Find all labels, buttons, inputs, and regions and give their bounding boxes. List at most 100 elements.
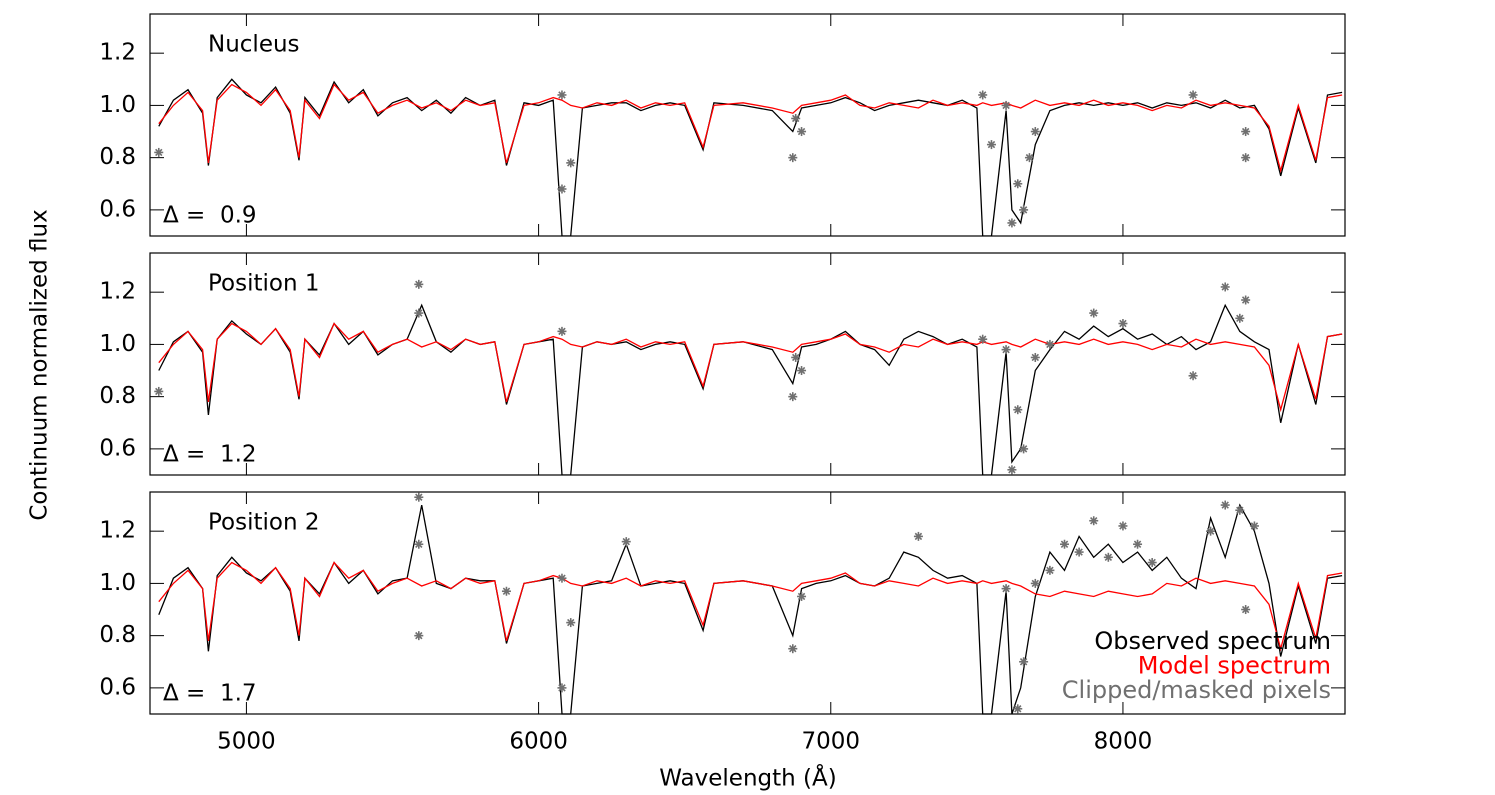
spectrum-line: [158, 303, 1343, 475]
delta-annotation: Δ = 1.2: [163, 442, 257, 468]
clipped-pixel: [501, 586, 511, 596]
clipped-pixel: [1013, 704, 1023, 714]
clipped-pixel: [797, 127, 807, 137]
y-tick-label: 1.2: [99, 40, 136, 66]
clipped-pixel: [1103, 552, 1113, 562]
delta-annotation: Δ = 1.7: [163, 681, 257, 707]
panel-title: Nucleus: [208, 32, 300, 58]
clipped-pixel: [557, 90, 567, 100]
clipped-pixel: [1188, 90, 1198, 100]
clipped-pixel: [1007, 218, 1017, 228]
clipped-pixel: [414, 308, 424, 318]
clipped-pixel: [788, 153, 798, 163]
clipped-pixel: [1235, 505, 1245, 515]
y-tick-label: 1.2: [99, 279, 136, 305]
clipped-pixel: [414, 492, 424, 502]
clipped-pixel: [1060, 539, 1070, 549]
clipped-pixel: [414, 279, 424, 289]
clipped-pixel: [978, 334, 988, 344]
clipped-pixel: [1241, 127, 1251, 137]
clipped-pixel: [1241, 605, 1251, 615]
y-tick-label: 1.0: [99, 92, 136, 118]
y-tick-label: 0.8: [99, 144, 136, 170]
clipped-pixel: [1024, 153, 1034, 163]
clipped-pixel: [1147, 558, 1157, 568]
clipped-pixel: [1074, 547, 1084, 557]
clipped-pixel: [1007, 465, 1017, 475]
y-tick-label: 0.8: [99, 383, 136, 409]
clipped-pixel: [788, 644, 798, 654]
clipped-pixel: [1118, 521, 1128, 531]
clipped-pixel: [986, 140, 996, 150]
clipped-pixel: [797, 366, 807, 376]
legend-entry: Clipped/masked pixels: [1062, 676, 1331, 704]
clipped-pixel: [1249, 521, 1259, 531]
clipped-pixel: [1001, 100, 1011, 110]
clipped-pixel: [1019, 205, 1029, 215]
clipped-pixel: [1030, 352, 1040, 362]
clipped-pixel: [557, 683, 567, 693]
clipped-pixel: [1188, 371, 1198, 381]
x-tick-label: 8000: [1094, 729, 1153, 755]
y-tick-label: 0.6: [99, 435, 136, 461]
panel-frame: [149, 252, 1346, 476]
spectrum-line: [158, 78, 1343, 236]
plot-area: [154, 78, 1343, 236]
clipped-pixel: [1220, 282, 1230, 292]
y-tick-label: 1.0: [99, 331, 136, 357]
clipped-pixel: [788, 392, 798, 402]
clipped-pixel: [1206, 526, 1216, 536]
legend-entry: Model spectrum: [1138, 652, 1331, 680]
clipped-pixel: [1013, 405, 1023, 415]
clipped-pixel: [1001, 345, 1011, 355]
y-axis-label: Continuum normalized flux: [27, 209, 53, 520]
spectrum-line: [158, 322, 1343, 413]
y-tick-label: 0.6: [99, 196, 136, 222]
spectrum-line: [158, 561, 1343, 652]
clipped-pixel: [1030, 578, 1040, 588]
clipped-pixel: [1013, 179, 1023, 189]
delta-annotation: Δ = 0.9: [163, 203, 257, 229]
clipped-pixel: [1089, 516, 1099, 526]
clipped-pixel: [1089, 308, 1099, 318]
clipped-pixel: [1001, 584, 1011, 594]
clipped-pixel: [414, 631, 424, 641]
clipped-pixel: [1118, 319, 1128, 329]
clipped-pixel: [154, 386, 164, 396]
panel-frame: [149, 491, 1346, 715]
plot-area: [154, 279, 1343, 475]
y-tick-label: 1.0: [99, 570, 136, 596]
clipped-pixel: [1241, 295, 1251, 305]
clipped-pixel: [913, 531, 923, 541]
panel-frame: [149, 13, 1346, 237]
clipped-pixel: [566, 618, 576, 628]
clipped-pixel: [1241, 153, 1251, 163]
x-tick-label: 7000: [801, 729, 860, 755]
clipped-pixel: [1045, 339, 1055, 349]
legend-entry: Observed spectrum: [1094, 627, 1331, 655]
y-tick-label: 1.2: [99, 518, 136, 544]
clipped-pixel: [1045, 565, 1055, 575]
panel-title: Position 1: [208, 271, 320, 297]
clipped-pixel: [557, 573, 567, 583]
spectrum-line: [158, 83, 1343, 174]
clipped-pixel: [1235, 313, 1245, 323]
y-tick-label: 0.8: [99, 622, 136, 648]
clipped-pixel: [557, 184, 567, 194]
clipped-pixel: [1019, 657, 1029, 667]
clipped-pixel: [1030, 127, 1040, 137]
clipped-pixel: [791, 352, 801, 362]
clipped-pixel: [797, 591, 807, 601]
panel-title: Position 2: [208, 510, 320, 536]
clipped-pixel: [1019, 444, 1029, 454]
x-axis-label: Wavelength (Å): [659, 764, 836, 792]
clipped-pixel: [978, 90, 988, 100]
y-tick-label: 0.6: [99, 674, 136, 700]
x-tick-label: 5000: [217, 729, 276, 755]
clipped-pixel: [557, 326, 567, 336]
clipped-pixel: [414, 539, 424, 549]
clipped-pixel: [1133, 539, 1143, 549]
clipped-pixel: [621, 537, 631, 547]
clipped-pixel: [154, 147, 164, 157]
